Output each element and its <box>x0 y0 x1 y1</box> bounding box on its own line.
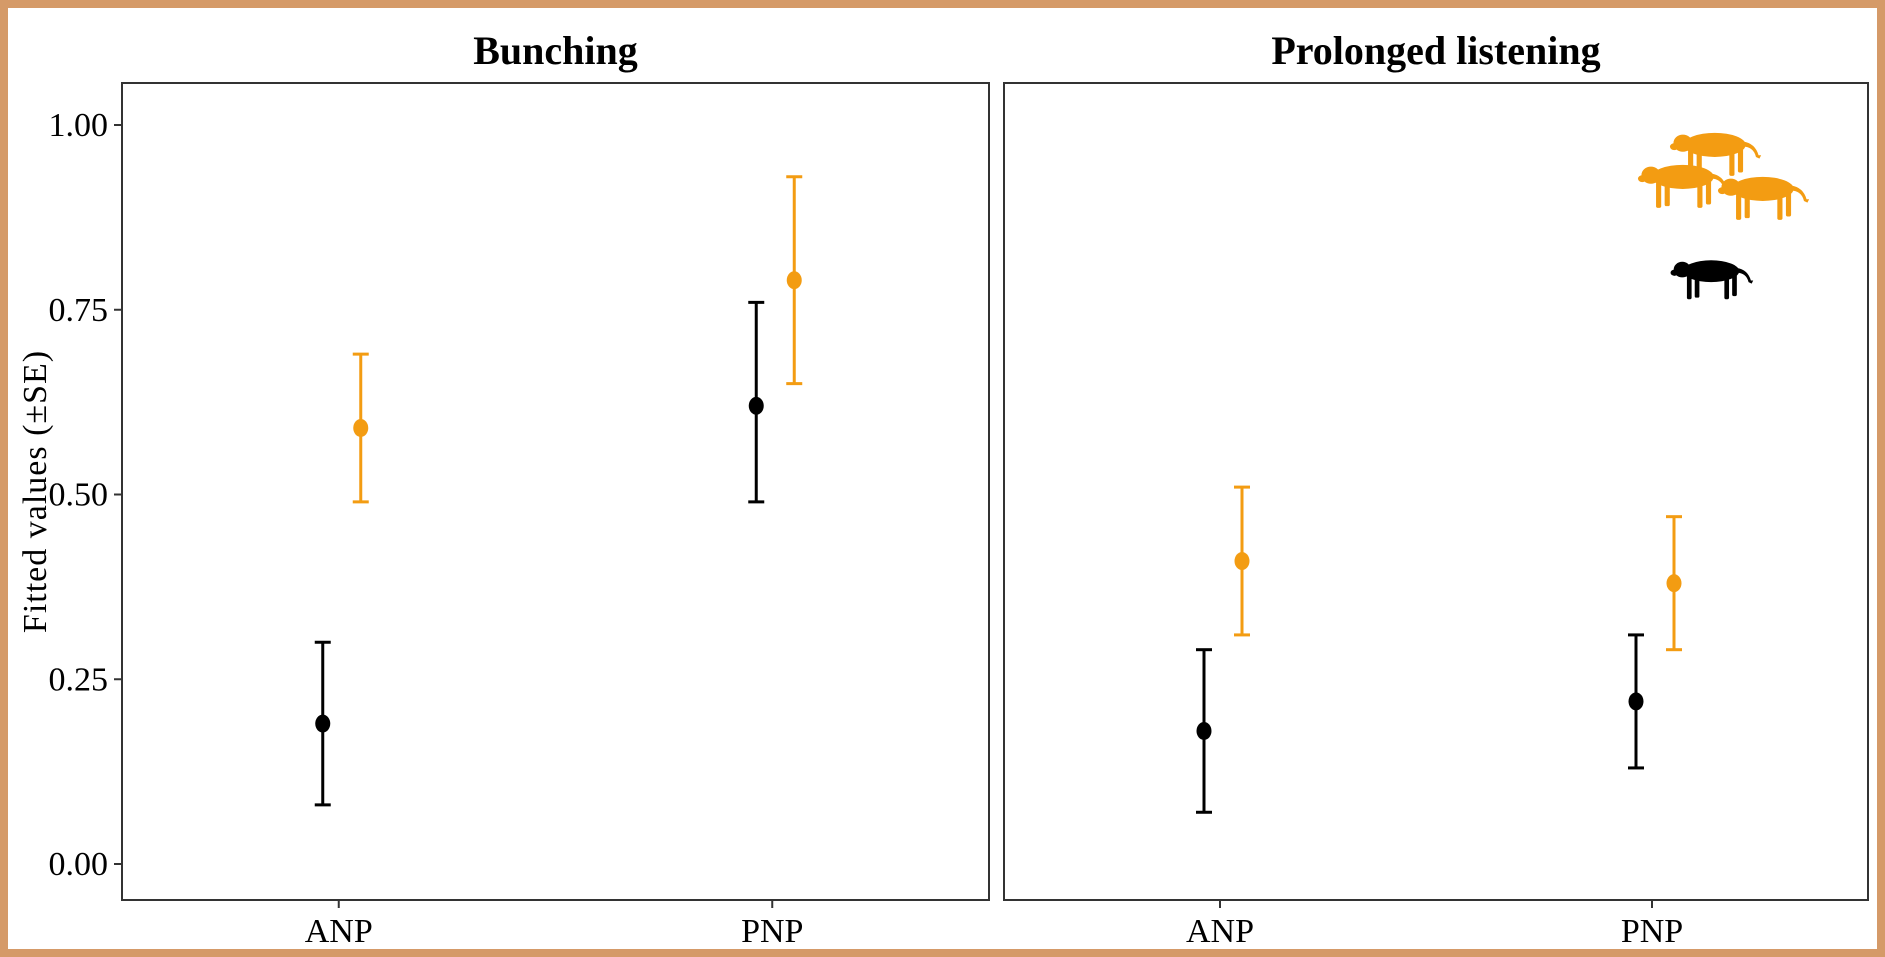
panel-frame <box>121 82 990 901</box>
figure: Fitted values (±SE) 0.00 0.25 0.50 0.75 1.00 B… <box>8 8 1877 949</box>
x-tick-label: PNP <box>1621 913 1683 949</box>
panel-title: Prolonged listening <box>1271 28 1600 73</box>
y-tick-label: 1.00 <box>49 107 109 144</box>
y-axis-title: Fitted values (±SE) <box>17 350 54 633</box>
y-tick-label: 0.00 <box>49 846 109 883</box>
x-tick-label: ANP <box>1186 913 1254 949</box>
data-point <box>1666 574 1682 593</box>
data-point <box>1628 692 1644 711</box>
panel-frame <box>1003 82 1869 901</box>
data-point <box>1196 721 1212 740</box>
data-point <box>353 418 369 437</box>
y-tick-label: 0.75 <box>49 292 109 329</box>
panel-title: Bunching <box>473 28 638 73</box>
y-tick-label: 0.50 <box>49 477 109 514</box>
data-point <box>315 714 331 733</box>
x-tick-label: ANP <box>305 913 373 949</box>
chart: Fitted values (±SE) 0.00 0.25 0.50 0.75 1.00 B… <box>17 28 1869 949</box>
data-point <box>1234 552 1250 571</box>
cheetah-single-icon <box>1670 260 1754 300</box>
cheetah-group-icon <box>1637 164 1730 208</box>
data-point <box>748 396 764 415</box>
cheetah-group-icon <box>1669 132 1762 176</box>
data-point <box>786 271 802 290</box>
cheetah-group-icon <box>1717 176 1810 220</box>
x-tick-label: PNP <box>741 913 803 949</box>
y-tick-label: 0.25 <box>49 661 109 698</box>
